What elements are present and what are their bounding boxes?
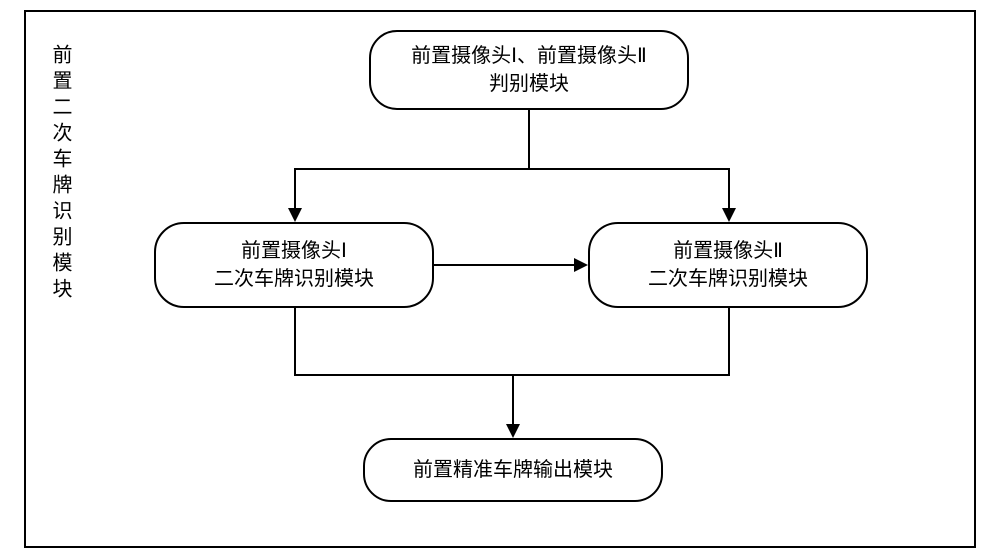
connector-v3 xyxy=(728,168,730,210)
sidebar-title: 前置二次车牌识别模块 xyxy=(46,44,75,304)
node-label-line2: 二次车牌识别模块 xyxy=(648,265,808,293)
node-label-line1: 前置摄像头Ⅰ、前置摄像头Ⅱ xyxy=(411,42,647,70)
arrowhead-a1 xyxy=(288,208,302,222)
connector-h3 xyxy=(434,264,576,266)
node-label-line2: 判别模块 xyxy=(489,70,569,98)
arrowhead-a2 xyxy=(722,208,736,222)
flow-node-n3: 前置摄像头Ⅱ二次车牌识别模块 xyxy=(588,222,868,308)
connector-v5 xyxy=(728,308,730,376)
node-label-line1: 前置精准车牌输出模块 xyxy=(413,456,613,484)
node-label-line2: 二次车牌识别模块 xyxy=(214,265,374,293)
connector-v4 xyxy=(294,308,296,376)
arrowhead-a4 xyxy=(506,424,520,438)
flow-node-n2: 前置摄像头Ⅰ二次车牌识别模块 xyxy=(154,222,434,308)
connector-h1 xyxy=(294,168,730,170)
node-label-line1: 前置摄像头Ⅰ xyxy=(241,237,347,265)
flow-node-n4: 前置精准车牌输出模块 xyxy=(363,438,663,502)
connector-v1 xyxy=(528,110,530,170)
connector-v2 xyxy=(294,168,296,210)
flow-node-n1: 前置摄像头Ⅰ、前置摄像头Ⅱ判别模块 xyxy=(369,30,689,110)
connector-v6 xyxy=(512,374,514,426)
arrowhead-a3 xyxy=(574,258,588,272)
node-label-line1: 前置摄像头Ⅱ xyxy=(673,237,783,265)
